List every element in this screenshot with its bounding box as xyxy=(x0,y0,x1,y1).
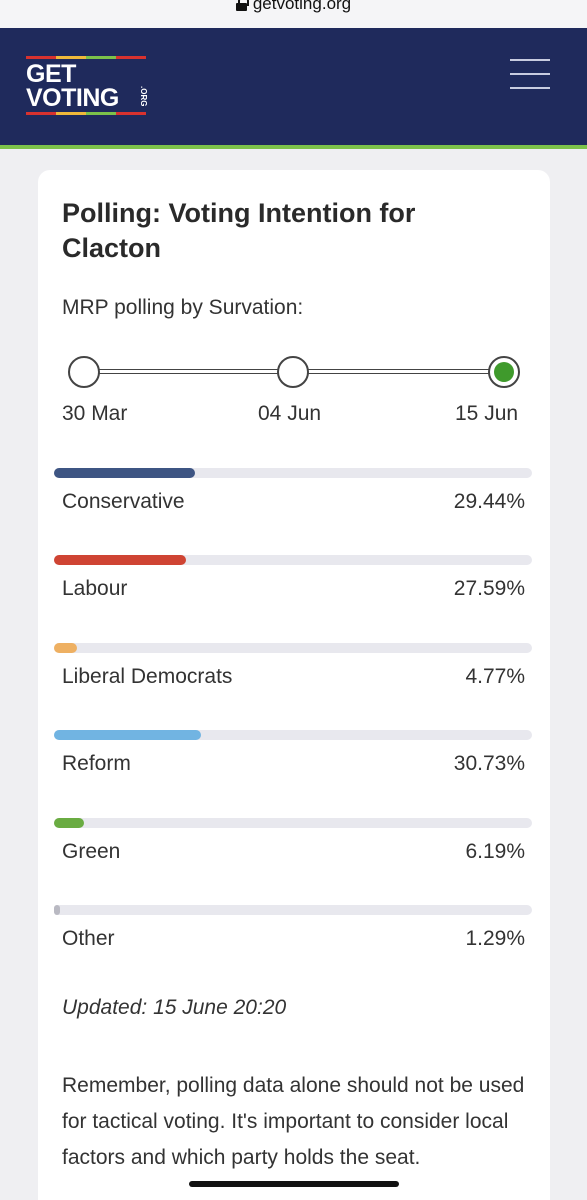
party-bar-green xyxy=(54,818,532,828)
timeline-label-2: 04 Jun xyxy=(258,402,322,425)
party-bar-fill-reform xyxy=(54,730,201,740)
card-subtitle: MRP polling by Survation: xyxy=(62,296,304,319)
party-name-labour: Labour xyxy=(62,577,128,600)
menu-icon[interactable] xyxy=(510,59,550,89)
party-bar-fill-conservative xyxy=(54,468,195,478)
site-header: GET VOTING .ORG xyxy=(0,28,587,149)
party-bar-other xyxy=(54,905,532,915)
logo-text-get: GET xyxy=(26,60,76,88)
card-title: Polling: Voting Intention for Clacton xyxy=(62,198,416,263)
timeline-label-3: 15 Jun xyxy=(455,402,519,425)
party-bar-fill-libdem xyxy=(54,643,77,653)
logo-text-voting: VOTING xyxy=(26,84,119,112)
party-bar-fill-other xyxy=(54,905,61,915)
party-pct-libdem: 4.77% xyxy=(465,665,525,688)
lock-icon xyxy=(235,0,249,11)
party-name-reform: Reform xyxy=(62,752,131,775)
party-pct-reform: 30.73% xyxy=(453,752,525,775)
party-name-green: Green xyxy=(62,840,121,863)
party-pct-other: 1.29% xyxy=(465,927,525,950)
home-indicator[interactable] xyxy=(189,1181,399,1187)
tactical-voting-note: Remember, polling data alone should not … xyxy=(62,1074,525,1169)
getvoting-logo[interactable]: GET VOTING .ORG xyxy=(26,56,156,118)
browser-url-bar[interactable]: getvoting.org xyxy=(0,0,587,28)
polling-card: Polling: Voting Intention for Clacton MR… xyxy=(38,170,550,1200)
party-pct-conservative: 29.44% xyxy=(453,490,525,513)
party-bar-fill-green xyxy=(54,818,84,828)
logo-text-org: .ORG xyxy=(139,86,148,107)
party-bar-labour xyxy=(54,555,532,565)
party-bar-reform xyxy=(54,730,532,740)
logo-stripe-bottom xyxy=(26,112,146,115)
logo-stripe-top xyxy=(26,56,146,59)
party-bar-conservative xyxy=(54,468,532,478)
party-name-libdem: Liberal Democrats xyxy=(62,665,233,688)
timeline-dot-3[interactable] xyxy=(488,356,520,388)
party-bar-fill-labour xyxy=(54,555,186,565)
timeline-dot-2[interactable] xyxy=(277,356,309,388)
url-text: getvoting.org xyxy=(252,0,352,13)
party-name-conservative: Conservative xyxy=(62,490,185,513)
timeline-dot-1[interactable] xyxy=(68,356,100,388)
updated-timestamp: Updated: 15 June 20:20 xyxy=(62,996,287,1019)
party-name-other: Other xyxy=(62,927,115,950)
party-bar-libdem xyxy=(54,643,532,653)
party-pct-green: 6.19% xyxy=(465,840,525,863)
party-pct-labour: 27.59% xyxy=(453,577,525,600)
timeline-label-1: 30 Mar xyxy=(62,402,128,425)
url-display[interactable]: getvoting.org xyxy=(235,0,352,14)
